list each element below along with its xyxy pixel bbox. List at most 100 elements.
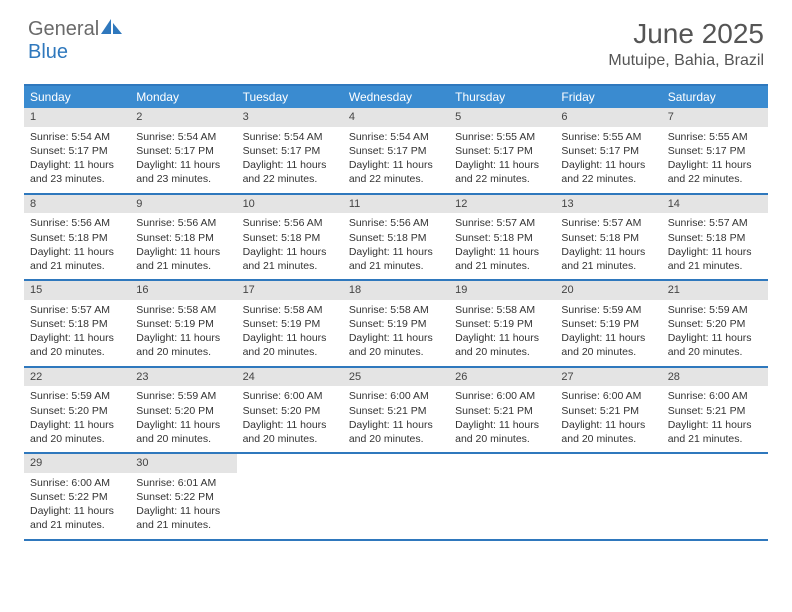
daylight-text: Daylight: 11 hours and 20 minutes. [349, 331, 443, 359]
sunset-text: Sunset: 5:20 PM [30, 404, 124, 418]
calendar-cell: 6Sunrise: 5:55 AMSunset: 5:17 PMDaylight… [555, 108, 661, 193]
calendar-cell: 13Sunrise: 5:57 AMSunset: 5:18 PMDayligh… [555, 195, 661, 280]
calendar-week: 22Sunrise: 5:59 AMSunset: 5:20 PMDayligh… [24, 368, 768, 455]
day-number: 14 [662, 195, 768, 214]
sunset-text: Sunset: 5:18 PM [668, 231, 762, 245]
calendar: SundayMondayTuesdayWednesdayThursdayFrid… [24, 84, 768, 541]
daylight-text: Daylight: 11 hours and 23 minutes. [136, 158, 230, 186]
day-details: Sunrise: 5:58 AMSunset: 5:19 PMDaylight:… [343, 300, 449, 366]
day-number: 4 [343, 108, 449, 127]
sunrise-text: Sunrise: 5:57 AM [455, 216, 549, 230]
day-details: Sunrise: 5:54 AMSunset: 5:17 PMDaylight:… [130, 127, 236, 193]
day-number: 2 [130, 108, 236, 127]
day-number: 19 [449, 281, 555, 300]
day-number: 27 [555, 368, 661, 387]
sunrise-text: Sunrise: 6:00 AM [30, 476, 124, 490]
calendar-week: 1Sunrise: 5:54 AMSunset: 5:17 PMDaylight… [24, 108, 768, 195]
sunset-text: Sunset: 5:20 PM [136, 404, 230, 418]
location: Mutuipe, Bahia, Brazil [608, 52, 764, 70]
calendar-cell: 23Sunrise: 5:59 AMSunset: 5:20 PMDayligh… [130, 368, 236, 453]
day-details: Sunrise: 6:01 AMSunset: 5:22 PMDaylight:… [130, 473, 236, 539]
sunrise-text: Sunrise: 5:59 AM [136, 389, 230, 403]
sunset-text: Sunset: 5:21 PM [561, 404, 655, 418]
day-number: 28 [662, 368, 768, 387]
calendar-week: 29Sunrise: 6:00 AMSunset: 5:22 PMDayligh… [24, 454, 768, 541]
day-details: Sunrise: 5:57 AMSunset: 5:18 PMDaylight:… [24, 300, 130, 366]
daylight-text: Daylight: 11 hours and 22 minutes. [668, 158, 762, 186]
calendar-cell: 22Sunrise: 5:59 AMSunset: 5:20 PMDayligh… [24, 368, 130, 453]
calendar-cell-empty [662, 454, 768, 539]
day-details: Sunrise: 6:00 AMSunset: 5:22 PMDaylight:… [24, 473, 130, 539]
calendar-week: 15Sunrise: 5:57 AMSunset: 5:18 PMDayligh… [24, 281, 768, 368]
day-number: 17 [237, 281, 343, 300]
sunrise-text: Sunrise: 5:59 AM [30, 389, 124, 403]
daylight-text: Daylight: 11 hours and 21 minutes. [30, 504, 124, 532]
sunset-text: Sunset: 5:17 PM [349, 144, 443, 158]
calendar-cell: 27Sunrise: 6:00 AMSunset: 5:21 PMDayligh… [555, 368, 661, 453]
day-number: 15 [24, 281, 130, 300]
calendar-cell: 18Sunrise: 5:58 AMSunset: 5:19 PMDayligh… [343, 281, 449, 366]
sunset-text: Sunset: 5:19 PM [561, 317, 655, 331]
logo-text-blue: Blue [28, 41, 68, 63]
calendar-cell-empty [449, 454, 555, 539]
calendar-cell: 2Sunrise: 5:54 AMSunset: 5:17 PMDaylight… [130, 108, 236, 193]
daylight-text: Daylight: 11 hours and 20 minutes. [455, 418, 549, 446]
sunset-text: Sunset: 5:18 PM [455, 231, 549, 245]
daylight-text: Daylight: 11 hours and 20 minutes. [561, 418, 655, 446]
sunrise-text: Sunrise: 5:58 AM [136, 303, 230, 317]
sunrise-text: Sunrise: 5:57 AM [668, 216, 762, 230]
daylight-text: Daylight: 11 hours and 20 minutes. [349, 418, 443, 446]
day-details: Sunrise: 5:56 AMSunset: 5:18 PMDaylight:… [24, 213, 130, 279]
day-number: 25 [343, 368, 449, 387]
daylight-text: Daylight: 11 hours and 22 minutes. [455, 158, 549, 186]
daylight-text: Daylight: 11 hours and 22 minutes. [243, 158, 337, 186]
sunrise-text: Sunrise: 6:00 AM [243, 389, 337, 403]
day-of-week-header: Tuesday [237, 86, 343, 108]
daylight-text: Daylight: 11 hours and 21 minutes. [668, 418, 762, 446]
daylight-text: Daylight: 11 hours and 21 minutes. [243, 245, 337, 273]
sunset-text: Sunset: 5:22 PM [136, 490, 230, 504]
day-details: Sunrise: 5:59 AMSunset: 5:20 PMDaylight:… [24, 386, 130, 452]
day-number: 21 [662, 281, 768, 300]
sunrise-text: Sunrise: 5:54 AM [30, 130, 124, 144]
sunrise-text: Sunrise: 5:58 AM [455, 303, 549, 317]
sunrise-text: Sunrise: 5:56 AM [349, 216, 443, 230]
calendar-cell: 30Sunrise: 6:01 AMSunset: 5:22 PMDayligh… [130, 454, 236, 539]
sunrise-text: Sunrise: 6:01 AM [136, 476, 230, 490]
day-details: Sunrise: 5:56 AMSunset: 5:18 PMDaylight:… [343, 213, 449, 279]
sunrise-text: Sunrise: 5:58 AM [243, 303, 337, 317]
header: General Blue June 2025 Mutuipe, Bahia, B… [0, 0, 792, 76]
day-number: 10 [237, 195, 343, 214]
sunset-text: Sunset: 5:21 PM [668, 404, 762, 418]
daylight-text: Daylight: 11 hours and 20 minutes. [136, 331, 230, 359]
sunrise-text: Sunrise: 5:54 AM [349, 130, 443, 144]
calendar-cell: 15Sunrise: 5:57 AMSunset: 5:18 PMDayligh… [24, 281, 130, 366]
daylight-text: Daylight: 11 hours and 21 minutes. [136, 245, 230, 273]
logo: General Blue [28, 18, 123, 64]
day-of-week-header: Thursday [449, 86, 555, 108]
sunrise-text: Sunrise: 5:55 AM [561, 130, 655, 144]
day-of-week-header: Monday [130, 86, 236, 108]
day-number: 11 [343, 195, 449, 214]
calendar-cell: 4Sunrise: 5:54 AMSunset: 5:17 PMDaylight… [343, 108, 449, 193]
day-details: Sunrise: 5:55 AMSunset: 5:17 PMDaylight:… [662, 127, 768, 193]
day-details: Sunrise: 5:58 AMSunset: 5:19 PMDaylight:… [237, 300, 343, 366]
days-of-week-row: SundayMondayTuesdayWednesdayThursdayFrid… [24, 86, 768, 108]
calendar-cell: 16Sunrise: 5:58 AMSunset: 5:19 PMDayligh… [130, 281, 236, 366]
sunrise-text: Sunrise: 5:56 AM [243, 216, 337, 230]
daylight-text: Daylight: 11 hours and 21 minutes. [561, 245, 655, 273]
day-number: 29 [24, 454, 130, 473]
sunset-text: Sunset: 5:21 PM [455, 404, 549, 418]
sunset-text: Sunset: 5:19 PM [136, 317, 230, 331]
sunset-text: Sunset: 5:17 PM [243, 144, 337, 158]
day-number: 30 [130, 454, 236, 473]
sunrise-text: Sunrise: 5:59 AM [561, 303, 655, 317]
day-number: 13 [555, 195, 661, 214]
daylight-text: Daylight: 11 hours and 21 minutes. [455, 245, 549, 273]
calendar-cell: 10Sunrise: 5:56 AMSunset: 5:18 PMDayligh… [237, 195, 343, 280]
sunset-text: Sunset: 5:18 PM [349, 231, 443, 245]
logo-sail-icon [101, 18, 123, 41]
daylight-text: Daylight: 11 hours and 21 minutes. [30, 245, 124, 273]
day-details: Sunrise: 5:56 AMSunset: 5:18 PMDaylight:… [237, 213, 343, 279]
day-number: 5 [449, 108, 555, 127]
